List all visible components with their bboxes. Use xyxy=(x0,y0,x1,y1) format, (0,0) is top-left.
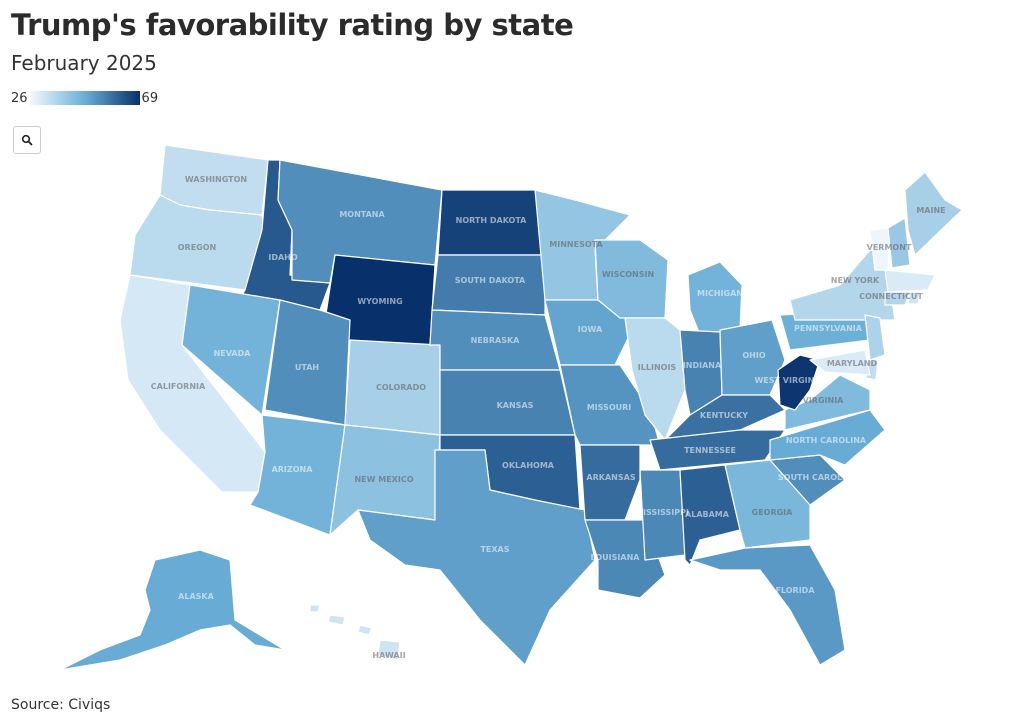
state-label-nd: NORTH DAKOTA xyxy=(456,216,528,225)
state-label-sc: SOUTH CAROLINA xyxy=(778,473,859,482)
us-map-svg: WASHINGTON OREGON CALIFORNIA IDAHO NEVADA MON… xyxy=(59,144,963,671)
state-label-ct: CONNECTICUT xyxy=(859,292,923,301)
state-label-ia: IOWA xyxy=(578,325,603,334)
state-label-wy: WYOMING xyxy=(357,297,402,306)
legend-min-label: 26 xyxy=(11,90,28,106)
state-me[interactable] xyxy=(904,171,963,256)
state-label-ne: NEBRASKA xyxy=(471,336,521,345)
legend-max-label: 69 xyxy=(141,90,159,106)
state-label-oh: OHIO xyxy=(742,351,765,360)
state-label-or: OREGON xyxy=(178,243,217,252)
state-label-id: IDAHO xyxy=(268,253,298,262)
state-label-wv: WEST VIRGINIA xyxy=(754,376,824,385)
state-label-mi: MICHIGAN xyxy=(697,289,743,298)
state-ri[interactable] xyxy=(907,291,921,305)
state-label-ok: OKLAHOMA xyxy=(502,461,555,470)
color-legend: 26 69 xyxy=(11,88,158,108)
state-label-fl: FLORIDA xyxy=(775,586,815,595)
state-label-ms: MISSISSIPPI xyxy=(635,508,689,517)
state-ma[interactable] xyxy=(884,269,936,293)
state-wv[interactable] xyxy=(777,354,821,411)
state-label-tn: TENNESSEE xyxy=(684,446,736,455)
state-hi[interactable] xyxy=(309,604,401,661)
state-label-va: VIRGINIA xyxy=(803,396,845,405)
state-label-ny: NEW YORK xyxy=(831,276,880,285)
state-label-az: ARIZONA xyxy=(272,465,314,474)
state-va[interactable] xyxy=(784,374,871,431)
state-label-il: ILLINOIS xyxy=(638,363,677,372)
state-label-in: INDIANA xyxy=(683,361,722,370)
state-il[interactable] xyxy=(624,317,686,441)
state-label-vt: VERMONT xyxy=(867,243,912,252)
state-label-wa: WASHINGTON xyxy=(185,175,247,184)
state-label-ak: ALASKA xyxy=(178,592,214,601)
state-label-ar: ARKANSAS xyxy=(586,473,635,482)
state-label-al: ALABAMA xyxy=(685,510,730,519)
page-title: Trump's favorability rating by state xyxy=(11,8,574,42)
state-label-ca: CALIFORNIA xyxy=(151,382,206,391)
search-icon xyxy=(21,134,33,146)
page-subtitle: February 2025 xyxy=(11,51,157,75)
state-az[interactable] xyxy=(249,414,346,536)
state-label-ky: KENTUCKY xyxy=(700,411,748,420)
source-note: Source: Civiqs xyxy=(11,697,111,713)
state-label-nv: NEVADA xyxy=(214,349,252,358)
legend-gradient-bar xyxy=(29,91,140,105)
us-map: WASHINGTON OREGON CALIFORNIA IDAHO NEVADA MON… xyxy=(0,130,1020,690)
state-label-sd: SOUTH DAKOTA xyxy=(455,276,526,285)
state-label-pa: PENNSYLVANIA xyxy=(794,324,863,333)
state-md[interactable] xyxy=(809,349,871,376)
state-label-mn: MINNESOTA xyxy=(549,240,603,249)
state-label-ks: KANSAS xyxy=(497,401,534,410)
state-wi[interactable] xyxy=(594,239,669,319)
state-oh[interactable] xyxy=(719,319,786,396)
state-mi[interactable] xyxy=(687,261,743,336)
state-label-ga: GEORGIA xyxy=(752,508,794,517)
state-label-me: MAINE xyxy=(916,206,945,215)
state-label-nc: NORTH CAROLINA xyxy=(786,436,867,445)
state-sd[interactable] xyxy=(431,254,546,316)
state-label-hi: HAWAII xyxy=(372,651,405,660)
state-ct[interactable] xyxy=(884,291,911,306)
state-ar[interactable] xyxy=(579,444,641,521)
zoom-button[interactable] xyxy=(13,126,41,154)
state-ak[interactable] xyxy=(59,549,286,671)
state-fl[interactable] xyxy=(689,544,846,666)
state-label-ut: UTAH xyxy=(295,363,319,372)
state-label-mo: MISSOURI xyxy=(587,403,632,412)
state-label-md: MARYLAND xyxy=(827,359,878,368)
state-label-tx: TEXAS xyxy=(480,545,509,554)
state-nj[interactable] xyxy=(864,314,886,361)
state-mt[interactable] xyxy=(277,159,443,284)
state-tx[interactable] xyxy=(357,449,596,666)
state-label-co: COLORADO xyxy=(376,383,426,392)
state-nh[interactable] xyxy=(887,217,911,269)
state-label-wi: WISCONSIN xyxy=(602,270,654,279)
state-label-la: LOUISIANA xyxy=(591,553,641,562)
state-label-nm: NEW MEXICO xyxy=(354,475,413,484)
state-label-mt: MONTANA xyxy=(339,210,385,219)
